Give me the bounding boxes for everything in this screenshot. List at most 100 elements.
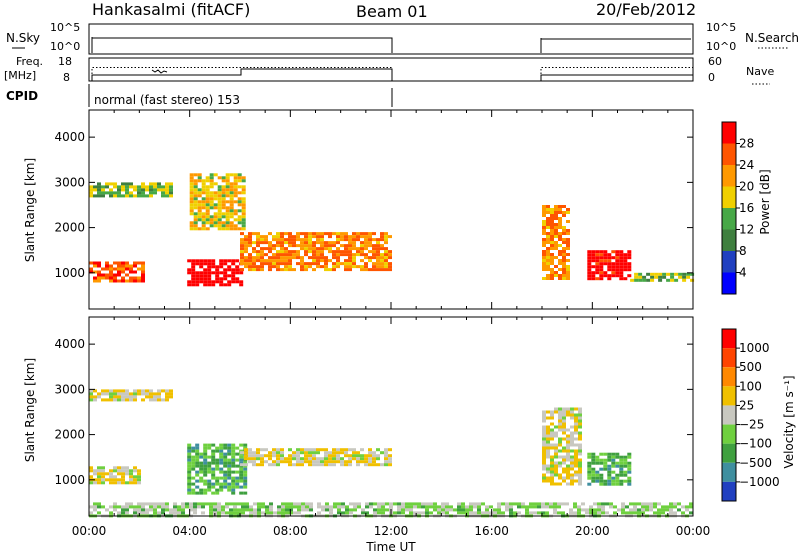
- data-cell: [231, 485, 236, 489]
- data-cell: [409, 508, 413, 512]
- data-cell: [300, 460, 304, 464]
- data-cell: [97, 191, 101, 195]
- data-cell: [562, 476, 566, 480]
- data-cell: [364, 460, 368, 464]
- data-cell: [93, 270, 97, 274]
- data-cell: [161, 508, 165, 512]
- colorbar-segment: [722, 208, 736, 230]
- data-cell: [105, 508, 109, 512]
- data-cell: [372, 244, 376, 248]
- data-cell: [546, 440, 550, 444]
- data-cell: [325, 505, 329, 509]
- data-cell: [209, 200, 214, 204]
- data-cell: [117, 469, 121, 473]
- data-cell: [348, 244, 352, 248]
- data-cell: [248, 268, 252, 272]
- data-cell: [264, 259, 268, 263]
- data-cell: [308, 448, 312, 452]
- data-cell: [235, 470, 240, 474]
- data-cell: [599, 256, 604, 260]
- data-cell: [105, 182, 109, 186]
- data-cell: [558, 238, 562, 241]
- data-cell: [221, 194, 226, 198]
- data-cell: [260, 457, 264, 461]
- data-cell: [587, 250, 592, 254]
- data-cell: [599, 461, 604, 465]
- data-cell: [268, 259, 272, 263]
- data-cell: [619, 455, 624, 459]
- data-cell: [690, 278, 695, 282]
- data-cell: [670, 272, 675, 276]
- data-cell: [300, 238, 304, 242]
- data-cell: [550, 256, 554, 259]
- data-cell: [157, 395, 161, 399]
- data-cell: [121, 472, 125, 476]
- data-cell: [674, 272, 679, 276]
- data-cell: [113, 389, 117, 393]
- data-cell: [587, 461, 592, 465]
- data-cell: [329, 508, 333, 512]
- data-cell: [661, 505, 665, 509]
- data-cell: [89, 475, 93, 479]
- data-cell: [542, 262, 546, 265]
- data-cell: [237, 508, 241, 512]
- data-cell: [129, 264, 133, 268]
- data-cell: [233, 191, 238, 195]
- data-cell: [574, 461, 578, 465]
- data-cell: [566, 410, 570, 414]
- data-cell: [574, 455, 578, 459]
- data-cell: [149, 505, 153, 509]
- data-cell: [623, 461, 628, 465]
- data-cell: [189, 227, 194, 231]
- data-cell: [553, 508, 557, 512]
- data-cell: [619, 253, 624, 257]
- data-cell: [187, 271, 192, 275]
- data-cell: [578, 461, 582, 465]
- data-cell: [240, 463, 244, 467]
- data-cell: [207, 283, 212, 287]
- data-cell: [117, 191, 121, 195]
- data-cell: [161, 505, 165, 509]
- data-cell: [195, 283, 200, 287]
- data-cell: [193, 218, 198, 222]
- data-cell: [550, 437, 554, 441]
- data-cell: [344, 268, 348, 272]
- data-cell: [241, 197, 246, 201]
- data-cell: [546, 277, 550, 280]
- data-cell: [217, 221, 222, 225]
- data-cell: [272, 253, 276, 257]
- data-cell: [599, 268, 604, 272]
- data-cell: [352, 265, 356, 269]
- data-cell: [324, 256, 328, 260]
- data-cell: [288, 241, 292, 245]
- noise-panel: N.Sky 10^5 10^0 10^5 10^0 N.Search: [6, 21, 799, 55]
- data-cell: [195, 473, 200, 477]
- data-cell: [193, 200, 198, 204]
- data-cell: [619, 250, 624, 254]
- data-cell: [223, 455, 228, 459]
- data-cell: [615, 476, 620, 480]
- data-cell: [324, 247, 328, 251]
- data-cell: [133, 478, 137, 482]
- data-cell: [221, 224, 226, 228]
- data-cell: [207, 277, 212, 281]
- data-cell: [570, 479, 574, 483]
- data-cell: [607, 262, 612, 266]
- data-cell: [195, 470, 200, 474]
- data-cell: [187, 268, 192, 272]
- data-cell: [205, 200, 210, 204]
- data-cell: [264, 460, 268, 464]
- data-cell: [117, 389, 121, 393]
- freq-trace-2: [540, 74, 693, 81]
- data-cell: [252, 268, 256, 272]
- data-cell: [320, 253, 324, 257]
- data-cell: [217, 200, 222, 204]
- data-cell: [145, 511, 149, 515]
- data-cell: [113, 505, 117, 509]
- data-cell: [324, 259, 328, 263]
- data-cell: [125, 191, 129, 195]
- data-cell: [233, 502, 237, 506]
- data-cell: [252, 451, 256, 455]
- data-cell: [401, 505, 405, 509]
- data-cell: [542, 464, 546, 468]
